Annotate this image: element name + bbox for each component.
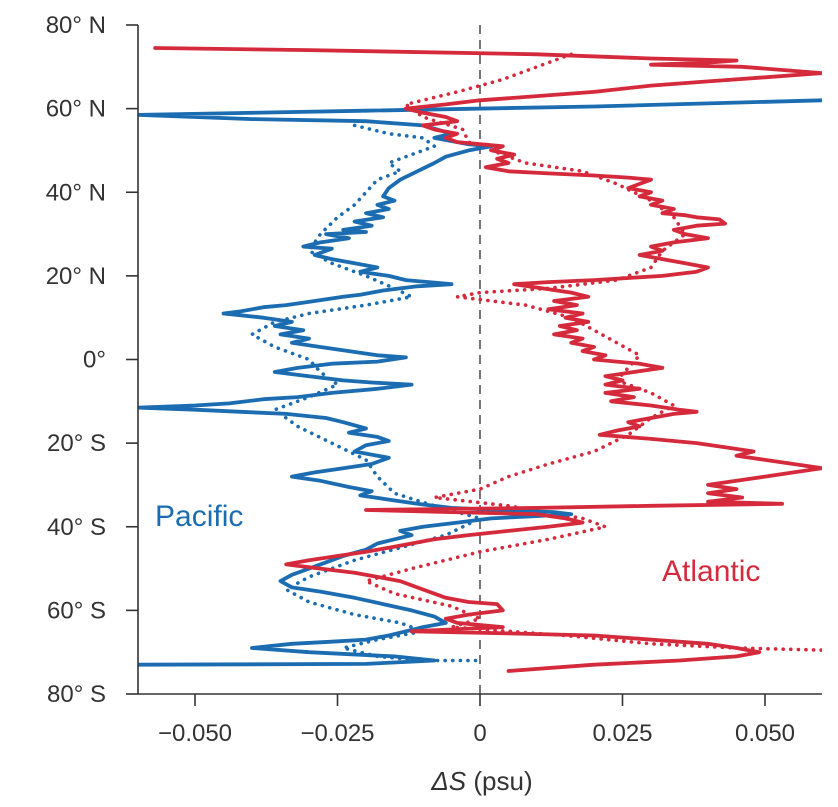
y-tick-label: 40° N [46, 179, 106, 206]
x-tick-label: −0.025 [300, 720, 374, 747]
series-line-pacific-dotted [250, 123, 482, 663]
x-tick-label: 0 [473, 720, 486, 747]
y-tick-label: 0° [83, 347, 106, 374]
y-tick-label: 60° N [46, 96, 106, 123]
x-tick-label: −0.050 [158, 720, 232, 747]
series-label-atlantic: Atlantic [662, 555, 760, 588]
series-label-pacific: Pacific [155, 500, 243, 533]
x-tick-label: 0.050 [735, 720, 795, 747]
series-line-pacific-solid [138, 98, 822, 667]
y-tick-label: 80° S [47, 681, 106, 708]
x-axis-label-symbol: ΔS [430, 766, 466, 796]
x-axis-label-unit: (psu) [466, 766, 532, 796]
y-tick-label: 40° S [47, 514, 106, 541]
x-tick-label: 0.025 [592, 720, 652, 747]
x-axis-label: ΔS (psu) [430, 766, 532, 796]
y-tick-label: 80° N [46, 12, 106, 39]
y-tick-label: 20° S [47, 430, 106, 457]
plot-area [138, 25, 822, 694]
y-tick-label: 60° S [47, 597, 106, 624]
axes: 80° N 60° N 40° N 20° N 0° 20° S 40° S 60° S 80°… [46, 12, 822, 747]
series-line-atlantic-solid [153, 46, 822, 673]
series-group [138, 46, 822, 673]
y-tick-label: 20° N [46, 263, 106, 290]
